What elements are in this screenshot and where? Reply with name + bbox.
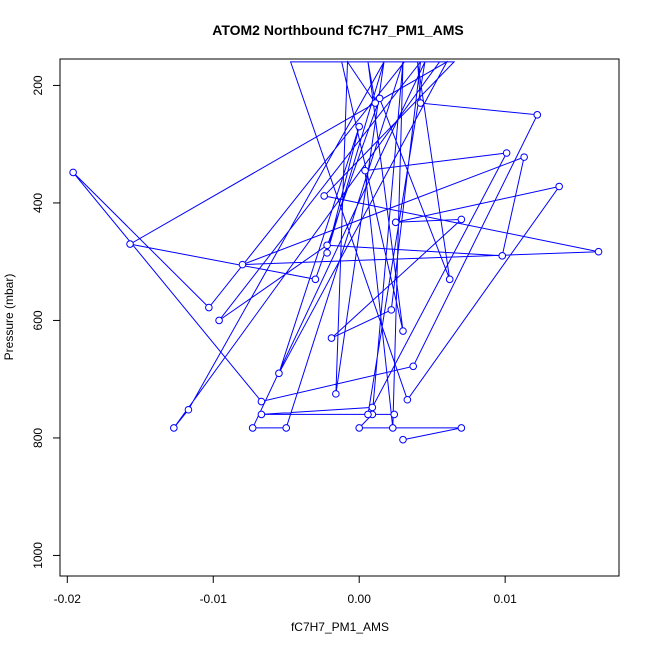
- y-tick-label: 800: [31, 428, 45, 448]
- data-point: [375, 94, 384, 103]
- series-layer: [69, 60, 603, 444]
- data-point: [327, 334, 336, 342]
- data-point: [170, 424, 178, 432]
- series-line: [72, 60, 599, 441]
- x-tick-label: -0.02: [54, 592, 82, 606]
- data-point: [416, 99, 425, 107]
- data-point: [403, 395, 412, 404]
- x-tick-label: -0.01: [200, 592, 228, 606]
- y-axis: 200 400 600 800 1000: [31, 75, 61, 569]
- series-group: [69, 60, 603, 444]
- x-tick-label: 0.01: [493, 592, 517, 606]
- data-point: [126, 240, 134, 248]
- data-point: [257, 397, 266, 406]
- y-tick-label: 200: [31, 75, 45, 95]
- data-point: [391, 218, 400, 227]
- x-tick-label: 0.00: [348, 592, 372, 606]
- data-point: [69, 168, 77, 177]
- data-point: [311, 275, 320, 284]
- data-point: [355, 122, 364, 131]
- data-point: [533, 111, 542, 119]
- data-point: [323, 241, 331, 250]
- data-point: [332, 390, 340, 398]
- x-axis: -0.02 -0.01 0.00 0.01: [54, 575, 517, 606]
- data-point: [320, 192, 328, 200]
- x-axis-label: fC7H7_PM1_AMS: [291, 620, 389, 634]
- y-tick-label: 400: [31, 193, 45, 213]
- chart-title: ATOM2 Northbound fC7H7_PM1_AMS: [212, 22, 464, 38]
- y-tick-label: 1000: [31, 542, 45, 569]
- data-point: [520, 153, 528, 161]
- data-point: [399, 435, 407, 444]
- data-point: [364, 410, 372, 419]
- y-tick-label: 600: [31, 310, 45, 330]
- data-point: [388, 424, 397, 432]
- data-point: [215, 316, 223, 325]
- data-point: [498, 252, 507, 260]
- data-point: [355, 424, 364, 432]
- data-point: [275, 369, 283, 378]
- data-point: [457, 424, 466, 432]
- data-point: [371, 99, 380, 107]
- data-point: [323, 249, 331, 257]
- data-point: [555, 182, 563, 191]
- data-point: [184, 405, 193, 414]
- data-point: [361, 166, 369, 175]
- data-point: [248, 424, 257, 432]
- data-point: [399, 327, 407, 335]
- data-point: [409, 362, 418, 371]
- data-point: [445, 275, 454, 284]
- data-point: [368, 403, 377, 412]
- data-point: [502, 149, 511, 157]
- data-point: [257, 410, 266, 419]
- y-axis-label: Pressure (mbar): [2, 274, 16, 361]
- data-point: [387, 306, 396, 314]
- data-point: [238, 260, 247, 269]
- data-point: [205, 303, 213, 312]
- data-point: [594, 247, 603, 256]
- plot-frame: [59, 58, 620, 577]
- data-point: [457, 215, 466, 224]
- data-point: [282, 424, 291, 432]
- data-point: [390, 410, 399, 419]
